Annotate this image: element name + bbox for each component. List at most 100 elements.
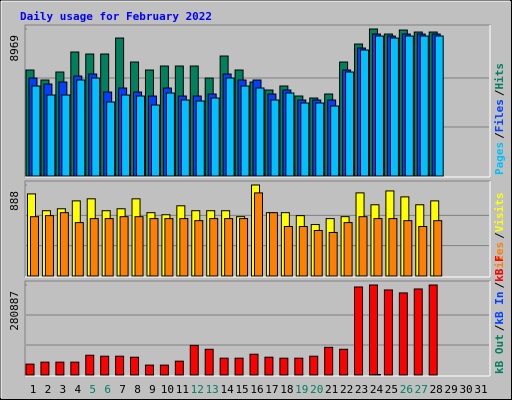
- bar: [249, 353, 259, 376]
- bar: [283, 226, 293, 277]
- x-tick-label: 16: [250, 383, 263, 396]
- legend-entry: kB F: [493, 255, 506, 282]
- x-tick-label: 17: [265, 383, 278, 396]
- bar: [270, 99, 280, 177]
- bar: [189, 344, 199, 376]
- x-tick-label: 10: [161, 383, 174, 396]
- bar: [74, 222, 84, 277]
- x-tick-label: 11: [176, 383, 189, 396]
- bar: [25, 363, 35, 376]
- x-tick-label: 22: [340, 383, 353, 396]
- legend-entry: Pages: [493, 142, 506, 175]
- bar: [150, 104, 160, 177]
- x-tick-label: 21: [325, 383, 338, 396]
- bar: [210, 97, 220, 177]
- x-tick-label: 14: [221, 383, 235, 396]
- bar: [354, 286, 364, 376]
- x-tick-label: 15: [235, 383, 248, 396]
- bar: [40, 361, 50, 376]
- bar: [134, 216, 144, 277]
- bar: [240, 85, 250, 177]
- bar: [298, 226, 308, 277]
- bar: [254, 192, 263, 277]
- bar: [413, 288, 423, 376]
- bar: [180, 99, 190, 177]
- bar: [46, 94, 56, 177]
- bar: [31, 85, 41, 177]
- bar: [30, 216, 39, 277]
- bar: [383, 289, 393, 376]
- bar: [239, 218, 249, 277]
- bar: [159, 364, 169, 376]
- bar: [389, 37, 399, 177]
- legend-separator: /: [493, 232, 506, 239]
- x-tick-label: 13: [206, 383, 219, 396]
- x-tick-label: 1: [30, 383, 37, 396]
- bar: [404, 35, 414, 177]
- x-tick-label: 18: [280, 383, 293, 396]
- bar: [388, 218, 398, 277]
- bar: [174, 360, 184, 376]
- legend-separator: /: [493, 324, 506, 331]
- legend-entry: Visits: [493, 193, 506, 233]
- bar: [119, 216, 129, 277]
- bar: [91, 77, 101, 177]
- bar: [343, 222, 353, 277]
- bar: [59, 212, 69, 277]
- legend: Pages/Files/Hits: [493, 63, 506, 175]
- bar: [433, 220, 443, 277]
- bar: [76, 79, 86, 177]
- bar: [204, 348, 214, 376]
- bar: [294, 357, 304, 376]
- x-tick-label: 7: [119, 383, 126, 396]
- y-tick-label: 280887: [8, 291, 21, 331]
- bar: [115, 355, 125, 376]
- bar: [398, 292, 408, 376]
- legend-separator: /: [493, 132, 506, 139]
- legend-separator: /: [493, 282, 506, 289]
- x-tick-label: 5: [89, 383, 96, 396]
- bar: [255, 87, 265, 177]
- legend-entry: Files: [493, 99, 506, 132]
- bar: [330, 105, 340, 177]
- bar: [136, 95, 146, 177]
- bar: [164, 218, 174, 277]
- bar: [225, 77, 235, 177]
- bar: [44, 215, 54, 277]
- x-tick-label: 26: [400, 383, 413, 396]
- bar: [279, 357, 289, 376]
- bar: [339, 348, 349, 376]
- x-tick-label: 31: [474, 383, 487, 396]
- x-tick-label: 9: [149, 383, 156, 396]
- bar: [315, 102, 325, 177]
- bar: [309, 355, 319, 376]
- legend-entry: Sites: [493, 242, 506, 275]
- bar: [324, 346, 334, 376]
- bar: [179, 218, 189, 277]
- y-tick-label: 888: [8, 191, 21, 211]
- bar: [104, 218, 114, 277]
- bar: [358, 216, 368, 277]
- bar: [149, 218, 159, 277]
- x-tick-label: 25: [385, 383, 398, 396]
- bar: [419, 35, 429, 177]
- x-tick-label: 19: [295, 383, 308, 396]
- y-tick-label: 8969: [8, 35, 21, 62]
- x-tick-label: 6: [104, 383, 111, 396]
- bar: [360, 49, 370, 177]
- bar: [418, 226, 428, 277]
- bar: [195, 100, 205, 177]
- bar: [434, 35, 444, 177]
- bar: [345, 71, 355, 177]
- x-tick-label: 12: [191, 383, 204, 396]
- bar: [264, 356, 274, 376]
- bar: [194, 220, 204, 277]
- x-tick-label: 3: [60, 383, 67, 396]
- x-tick-label: 24: [370, 383, 384, 396]
- legend-entry: Hits: [493, 63, 506, 90]
- bar: [89, 218, 99, 277]
- bar: [130, 356, 140, 376]
- bar: [121, 94, 131, 177]
- bar: [70, 361, 80, 376]
